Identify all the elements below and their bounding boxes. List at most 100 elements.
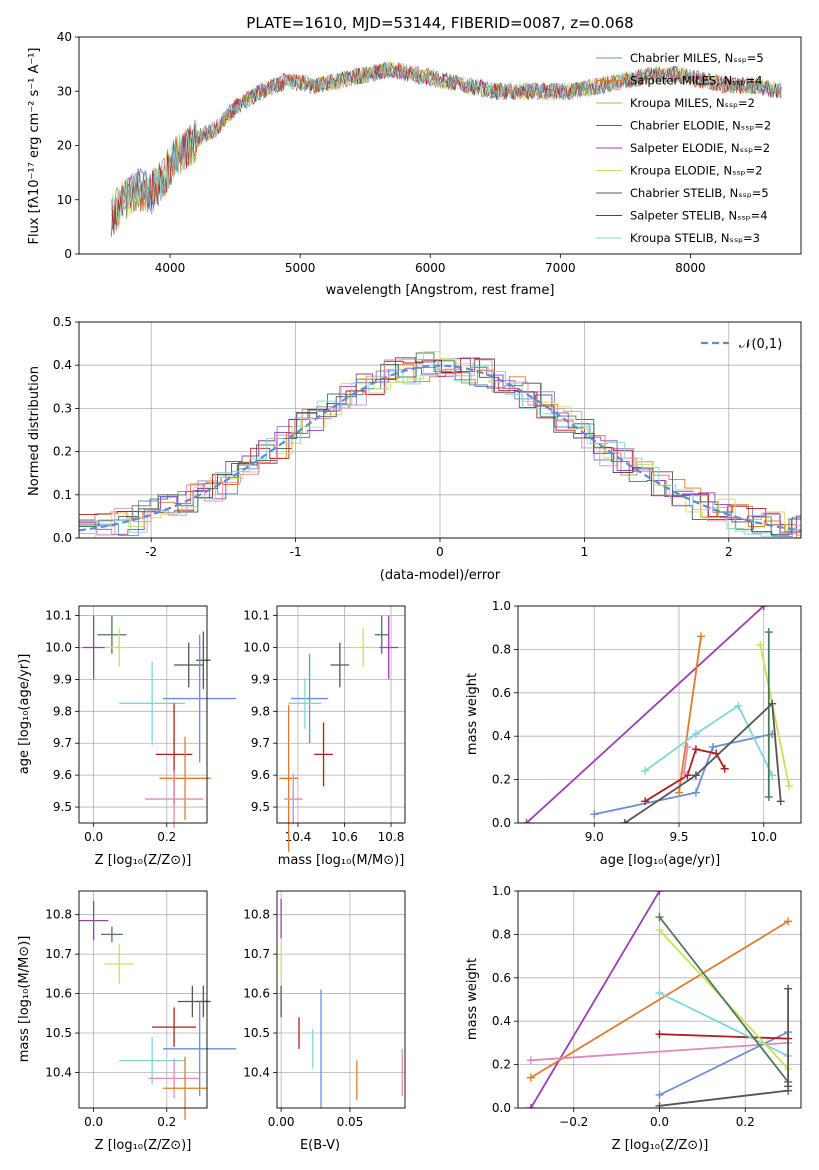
- weight-line: [624, 701, 782, 823]
- weight-marker: [756, 641, 765, 650]
- x-tick-label: 10.4: [285, 830, 312, 844]
- weight-marker: [526, 1104, 535, 1108]
- x-tick-label: 8000: [675, 261, 706, 275]
- weight-line: [644, 704, 774, 776]
- histogram-step: [79, 358, 801, 536]
- histogram-step: [79, 357, 801, 535]
- x-tick-label: 10.0: [750, 830, 777, 844]
- y-tick-label: 10.6: [243, 987, 270, 1001]
- x-tick-label: 10.6: [331, 830, 358, 844]
- x-tick-label: 0: [436, 545, 444, 559]
- weight-marker: [708, 743, 717, 752]
- weight-marker: [691, 788, 700, 797]
- axes-frame: [517, 890, 802, 1109]
- weight-marker: [655, 1030, 664, 1039]
- weight-marker: [785, 782, 794, 791]
- weight-line: [659, 1089, 789, 1107]
- y-tick-label: 10.7: [243, 947, 270, 961]
- y-tick-label: 20: [57, 139, 72, 153]
- weight-line: [530, 1042, 789, 1062]
- y-tick-label: 0.4: [492, 1014, 511, 1028]
- y-tick-label: 30: [57, 84, 72, 98]
- y-tick-label: 10.8: [45, 908, 72, 922]
- legend-label: Salpeter MILES, Nₛₛₚ=4: [630, 74, 763, 88]
- weight-line: [759, 644, 790, 787]
- weight-line: [683, 746, 689, 774]
- y-tick-label: 10.6: [45, 987, 72, 1001]
- legend-label: Chabrier MILES, Nₛₛₚ=5: [630, 51, 764, 65]
- weight-line: [658, 916, 789, 1083]
- histogram-step: [79, 357, 801, 533]
- mass-z-ylabel: mass [log₁₀(M/M⊙)]: [17, 936, 32, 1063]
- weight-marker: [655, 891, 664, 895]
- legend-label: Chabrier STELIB, Nₛₛₚ=5: [630, 186, 769, 200]
- weight-marker: [526, 1073, 535, 1082]
- weight-z-xlabel: Z [log₁₀(Z/Z⊙)]: [612, 1138, 709, 1153]
- x-tick-label: 0.2: [736, 1115, 755, 1129]
- weight-vs-metallicity-panel: −0.2 0.0 0.2 0.0 0.2 0.4 0.6 0.8 1.0: [492, 884, 802, 1129]
- mass-vs-metallicity-panel: 0.0 0.2 10.4 10.5 10.6 10.7 10.8: [45, 890, 237, 1129]
- legend-label: Salpeter ELODIE, Nₛₛₚ=2: [630, 141, 770, 155]
- weight-line: [530, 891, 661, 1108]
- axes-frame: [78, 605, 208, 824]
- weight-marker: [697, 632, 706, 641]
- spectrum-ylabel: Flux [fλ10⁻¹⁷ erg cm⁻² s⁻¹ A⁻¹]: [27, 48, 42, 245]
- y-tick-label: 10.8: [243, 908, 270, 922]
- weight-marker: [784, 917, 793, 926]
- spectrum-line: [111, 63, 782, 235]
- legend-label: Kroupa STELIB, Nₛₛₚ=3: [630, 231, 760, 245]
- x-tick-label: −0.2: [559, 1115, 588, 1129]
- weight-marker: [768, 699, 777, 708]
- y-tick-label: 0.0: [53, 531, 72, 545]
- x-tick-label: 10.8: [378, 830, 405, 844]
- y-tick-label: 1.0: [492, 599, 511, 613]
- mass-z-xlabel: Z [log₁₀(Z/Z⊙)]: [95, 1138, 192, 1153]
- y-tick-label: 1.0: [492, 884, 511, 898]
- weight-marker: [784, 1082, 793, 1091]
- y-tick-label: 10.4: [45, 1065, 72, 1079]
- spectrum-xlabel: wavelength [Angstrom, rest frame]: [326, 283, 555, 298]
- y-tick-label: 0.4: [492, 729, 511, 743]
- weight-marker: [655, 926, 664, 935]
- axes-frame: [78, 36, 802, 255]
- x-tick-label: 0.0: [650, 1115, 669, 1129]
- weight-marker: [759, 606, 768, 610]
- x-tick-label: 0.0: [84, 830, 103, 844]
- weight-marker: [522, 819, 531, 823]
- ebv-xlabel: E(B-V): [300, 1138, 340, 1153]
- x-tick-label: 4000: [155, 261, 186, 275]
- age-vs-mass-panel: 10.4 10.6 10.8 9.5 9.6 9.7 9.8 9.9 10.0 10.1: [243, 605, 406, 852]
- weight-marker: [655, 1090, 664, 1099]
- y-tick-label: 0.2: [492, 773, 511, 787]
- histogram-step: [79, 358, 801, 537]
- series-group: [522, 606, 794, 823]
- y-tick-label: 10.5: [45, 1026, 72, 1040]
- y-tick-label: 0: [64, 247, 72, 261]
- y-tick-label: 9.7: [53, 736, 72, 750]
- y-tick-label: 10: [57, 193, 72, 207]
- y-tick-label: 9.8: [53, 704, 72, 718]
- weight-line: [530, 920, 789, 1079]
- weight-marker: [655, 988, 664, 997]
- series-group: [526, 891, 793, 1108]
- legend-label: Kroupa ELODIE, Nₛₛₚ=2: [630, 164, 763, 178]
- spectrum-title: PLATE=1610, MJD=53144, FIBERID=0087, z=0…: [246, 14, 633, 32]
- y-tick-label: 10.4: [243, 1065, 270, 1079]
- x-tick-label: 6000: [415, 261, 446, 275]
- y-tick-label: 0.5: [53, 315, 72, 329]
- weight-line: [659, 1031, 789, 1096]
- y-tick-label: 0.4: [53, 358, 72, 372]
- spectrum-panel: 4000 5000 6000 7000 8000 0 10 20 30 40 Chabrier MI…: [57, 30, 802, 275]
- y-tick-label: 40: [57, 30, 72, 44]
- y-tick-label: 10.5: [243, 1026, 270, 1040]
- axes-frame: [276, 605, 406, 824]
- legend-label: Kroupa MILES, Nₛₛₚ=2: [630, 96, 755, 110]
- y-tick-label: 0.6: [492, 971, 511, 985]
- y-tick-label: 0.2: [53, 445, 72, 459]
- axes-frame: [517, 605, 802, 824]
- y-tick-label: 9.6: [251, 768, 270, 782]
- y-tick-label: 9.8: [251, 704, 270, 718]
- weight-marker: [784, 984, 793, 993]
- y-tick-label: 0.0: [492, 816, 511, 830]
